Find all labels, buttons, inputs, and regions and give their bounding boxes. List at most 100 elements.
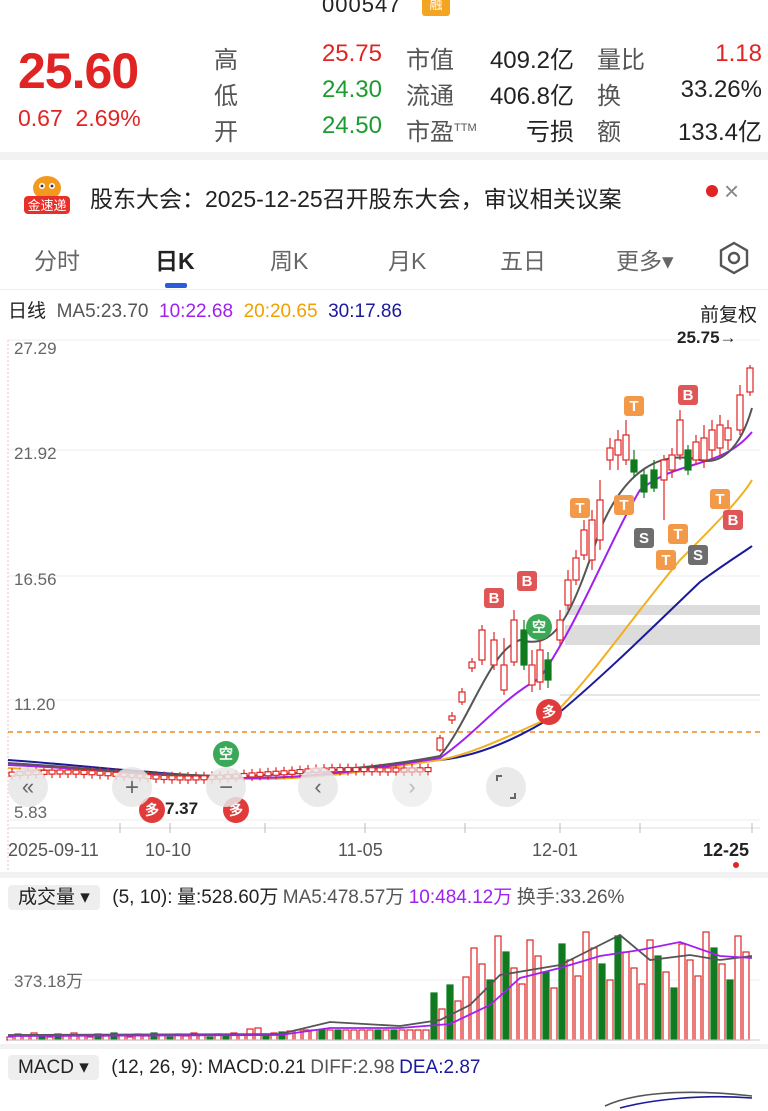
macd-chart[interactable] — [0, 1086, 768, 1111]
tab-monthly-k[interactable]: 月K — [388, 248, 427, 274]
candle-body — [564, 579, 572, 606]
volume-bar — [470, 947, 478, 1041]
candle-body — [104, 771, 112, 777]
volume-bars — [6, 931, 750, 1041]
volume-bar — [558, 943, 566, 1041]
y-tick: 27.29 — [14, 339, 57, 358]
candle-body — [376, 767, 384, 773]
buy-signal: B — [484, 588, 504, 608]
kline-chart[interactable]: 27.29 21.92 16.56 11.20 5.83 25.75→ ←7.3… — [0, 320, 768, 875]
short-signal: 空 — [526, 614, 552, 640]
volume-turnover: 换手:33.26% — [516, 887, 625, 908]
candle-body — [700, 437, 708, 461]
margin-badge: 融 — [422, 0, 450, 16]
tab-five-day[interactable]: 五日 — [500, 248, 546, 274]
volume-bar — [646, 939, 654, 1041]
macd-dea-line — [619, 1095, 753, 1109]
volume-chart[interactable]: 373.18万 — [0, 920, 768, 1042]
float-value: 406.8亿 — [489, 83, 574, 110]
candle-body — [272, 770, 280, 776]
candle-body — [448, 715, 456, 721]
volume-bar — [406, 1029, 414, 1041]
svg-text:‹: ‹ — [314, 774, 321, 799]
tab-timeshare[interactable]: 分时 — [34, 248, 80, 274]
volume-bar — [726, 979, 734, 1041]
low-label: 低 — [214, 83, 238, 110]
candle-body — [478, 629, 486, 661]
tab-weekly-k[interactable]: 周K — [270, 248, 309, 274]
notice-text[interactable]: 股东大会：2025-12-25召开股东大会，审议相关议案 — [90, 186, 622, 212]
candle-body — [676, 419, 684, 456]
news-flash-icon: 金速递 — [22, 172, 72, 214]
volume-bar — [518, 983, 526, 1041]
candle-body — [684, 449, 692, 471]
volume-bar — [686, 959, 694, 1041]
ma-legend: 日线 MA5:23.70 10:22.68 20:20.65 30:17.86 — [8, 296, 402, 323]
volume-bar — [622, 951, 630, 1041]
candle-body — [606, 447, 614, 461]
section-divider — [0, 872, 768, 878]
svg-text:›: › — [408, 774, 415, 799]
svg-text:B: B — [489, 590, 500, 607]
volume-bar — [358, 1029, 366, 1041]
volume-bar — [542, 971, 550, 1041]
candle-body — [556, 619, 564, 641]
volume-bar — [630, 967, 638, 1041]
zoom-out-button: − — [206, 767, 246, 807]
volume-bar — [550, 987, 558, 1041]
candle-body — [64, 769, 72, 775]
ma10-value: 10:22.68 — [159, 301, 234, 322]
pe-label-text: 市盈 — [406, 119, 454, 146]
long-signal: 多 — [139, 797, 165, 823]
candlesticks — [8, 365, 754, 784]
candle-body — [256, 771, 264, 777]
adjust-mode[interactable]: 前复权 — [700, 305, 758, 326]
candle-body — [544, 659, 552, 681]
svg-text:B: B — [728, 512, 739, 529]
macd-header: MACD ▾ (12, 26, 9): MACD:0.21 DIFF:2.98 … — [8, 1055, 480, 1080]
buy-signal: B — [678, 385, 698, 405]
y-tick: 5.83 — [14, 803, 47, 822]
macd-params: (12, 26, 9): — [111, 1057, 204, 1078]
volume-bar — [598, 963, 606, 1041]
volume-bar — [366, 1029, 374, 1041]
tab-daily-k[interactable]: 日K — [155, 248, 195, 274]
svg-text:B: B — [522, 573, 533, 590]
candle-body — [536, 649, 544, 683]
volume-bar — [446, 984, 454, 1041]
candle-body — [588, 519, 596, 561]
volume-bar — [494, 935, 502, 1041]
volume-indicator-select[interactable]: 成交量 ▾ — [8, 885, 100, 910]
candle-body — [510, 619, 518, 663]
candle-body — [192, 775, 200, 781]
sell-signal: S — [688, 545, 708, 565]
scroll-left-button: ‹ — [298, 767, 338, 807]
sell-signal: S — [634, 528, 654, 548]
svg-text:T: T — [575, 500, 584, 517]
volume-bar — [694, 975, 702, 1041]
candle-body — [468, 661, 476, 669]
macd-indicator-select[interactable]: MACD ▾ — [8, 1055, 99, 1080]
candle-body — [458, 691, 466, 703]
mktcap-value: 409.2亿 — [489, 47, 574, 74]
volume-bar — [414, 1029, 422, 1041]
long-signal: 多 — [536, 699, 562, 725]
svg-text:空: 空 — [219, 746, 233, 762]
svg-text:T: T — [619, 497, 628, 514]
tab-more[interactable]: 更多▾ — [616, 248, 674, 274]
volume-bar — [430, 992, 438, 1041]
trade-signal: T — [570, 498, 590, 518]
close-icon[interactable]: × — [724, 176, 740, 206]
tab-divider — [0, 289, 768, 290]
volume-bar — [142, 1035, 150, 1041]
turnover-value: 33.26% — [680, 76, 762, 103]
candle-body — [572, 557, 580, 581]
macd-diff-line — [604, 1091, 753, 1107]
svg-text:T: T — [661, 552, 670, 569]
settings-icon[interactable] — [716, 240, 752, 281]
section-divider — [0, 1044, 768, 1049]
volume-bar — [638, 983, 646, 1041]
stock-code: 000547 — [322, 0, 402, 17]
event-dot — [733, 862, 739, 868]
trade-signal: T — [624, 396, 644, 416]
